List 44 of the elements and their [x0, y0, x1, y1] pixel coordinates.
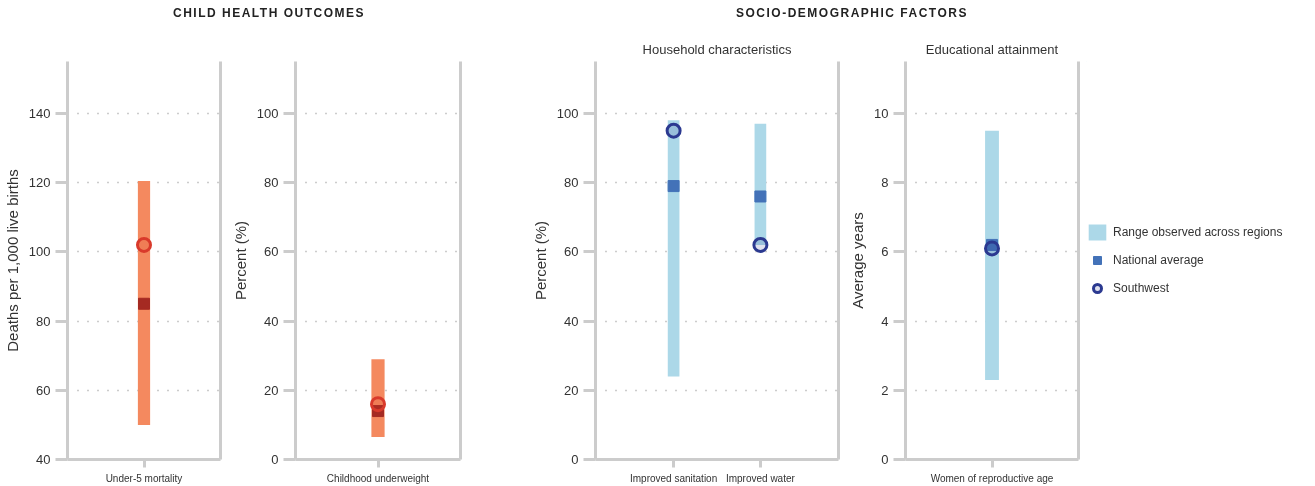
- point: [752, 236, 769, 253]
- legend-label: Range observed across regions: [1113, 225, 1283, 239]
- y-tick-label: 20: [564, 382, 579, 398]
- legend-label: Southwest: [1113, 281, 1170, 295]
- y-tick-label: 10: [874, 105, 889, 121]
- y-tick-label: 60: [564, 244, 579, 260]
- y-axis-title: Percent (%): [531, 220, 549, 301]
- x-tick-label: Childhood underweight: [326, 472, 430, 484]
- legend-label: National average: [1113, 253, 1204, 267]
- chart-title: SOCIO-DEMOGRAPHIC FACTORS: [736, 5, 968, 22]
- y-tick-label: 60: [264, 244, 279, 260]
- y-tick-label: 0: [271, 452, 279, 467]
- y-axis-title: Percent (%): [231, 220, 249, 301]
- y-tick-label: 80: [264, 175, 279, 191]
- y-tick-label: 120: [28, 175, 51, 191]
- y-axis-title: Deaths per 1,000 live births: [3, 169, 21, 352]
- y-tick-label: 4: [881, 313, 889, 329]
- point: [665, 122, 682, 139]
- point: [667, 180, 680, 193]
- y-tick-label: 140: [28, 105, 51, 121]
- y-tick-label: 100: [28, 244, 51, 260]
- y-tick-label: 20: [264, 382, 279, 398]
- x-tick-label: Under-5 mortality: [105, 472, 183, 484]
- y-tick-label: 100: [256, 105, 279, 121]
- x-tick-label: Improved sanitation: [629, 472, 718, 484]
- y-tick-label: 80: [564, 175, 579, 191]
- point: [754, 190, 767, 203]
- y-tick-label: 40: [36, 452, 51, 467]
- y-tick-label: 2: [881, 382, 889, 398]
- y-tick-label: 0: [881, 452, 889, 467]
- y-tick-label: 40: [564, 313, 579, 329]
- y-axis-title: Average years: [849, 212, 867, 309]
- text: CHILD HEALTH OUTCOMES: [173, 5, 365, 22]
- y-tick-label: 80: [36, 313, 51, 329]
- y-tick-label: 0: [571, 452, 579, 467]
- chart-subtitle: Household characteristics: [642, 41, 792, 57]
- chart-subtitle: Educational attainment: [925, 41, 1059, 57]
- x-tick-label: Women of reproductive age: [930, 472, 1054, 484]
- x-tick-label: Improved water: [725, 472, 796, 484]
- y-tick-label: 6: [881, 244, 889, 260]
- y-tick-label: 40: [264, 313, 279, 329]
- y-tick-label: 100: [556, 105, 579, 121]
- y-tick-label: 8: [881, 175, 889, 191]
- y-tick-label: 60: [36, 382, 51, 398]
